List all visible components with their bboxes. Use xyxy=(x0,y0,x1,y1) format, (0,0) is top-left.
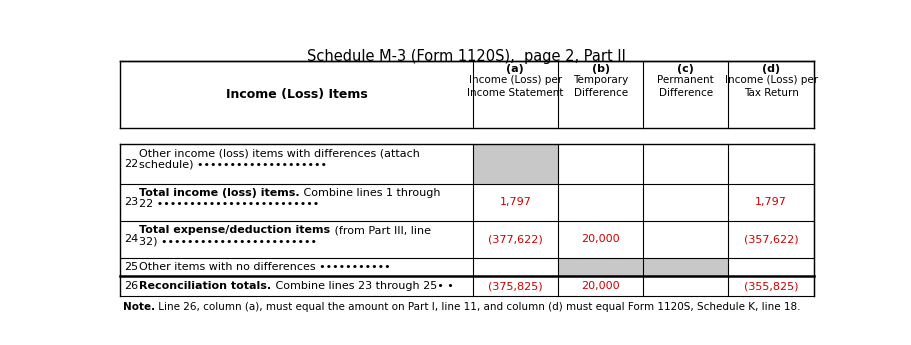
Text: Other items with no differences •••••••••••: Other items with no differences ••••••••… xyxy=(139,262,391,272)
Text: Combine lines 1 through: Combine lines 1 through xyxy=(300,188,441,198)
Text: (c): (c) xyxy=(678,65,694,75)
Text: 22 •••••••••••••••••••••••••: 22 ••••••••••••••••••••••••• xyxy=(139,199,320,209)
Text: Other income (loss) items with differences (attach: Other income (loss) items with differenc… xyxy=(139,148,420,158)
Text: (a): (a) xyxy=(507,65,524,75)
Text: Income (Loss) per
Tax Return: Income (Loss) per Tax Return xyxy=(724,75,818,98)
Text: 20,000: 20,000 xyxy=(581,234,619,244)
Text: Schedule M-3 (Form 1120S),  page 2, Part II: Schedule M-3 (Form 1120S), page 2, Part … xyxy=(307,49,627,64)
Bar xyxy=(558,258,643,276)
Text: Income (Loss) per
Income Statement: Income (Loss) per Income Statement xyxy=(467,75,564,98)
Text: Reconciliation totals.: Reconciliation totals. xyxy=(139,281,271,291)
Text: Temporary
Difference: Temporary Difference xyxy=(573,75,629,98)
Text: (377,622): (377,622) xyxy=(488,234,543,244)
Text: 20,000: 20,000 xyxy=(581,281,619,291)
Text: 1,797: 1,797 xyxy=(755,197,787,207)
Text: Permanent
Difference: Permanent Difference xyxy=(658,75,714,98)
Text: 1,797: 1,797 xyxy=(499,197,531,207)
Text: 26: 26 xyxy=(124,281,138,291)
Text: 24: 24 xyxy=(124,234,138,244)
Text: (from Part III, line: (from Part III, line xyxy=(331,225,431,235)
Text: 23: 23 xyxy=(124,197,138,207)
Text: 32) ••••••••••••••••••••••••: 32) •••••••••••••••••••••••• xyxy=(139,236,317,246)
Text: 25: 25 xyxy=(124,262,138,272)
Bar xyxy=(643,258,729,276)
Text: Income (Loss) Items: Income (Loss) Items xyxy=(226,88,367,101)
Text: (355,825): (355,825) xyxy=(743,281,798,291)
Text: 22: 22 xyxy=(124,159,138,169)
Text: Total income (loss) items.: Total income (loss) items. xyxy=(139,188,300,198)
Text: schedule) ••••••••••••••••••••: schedule) •••••••••••••••••••• xyxy=(139,159,327,169)
Text: (375,825): (375,825) xyxy=(488,281,543,291)
Text: Total expense/deduction items: Total expense/deduction items xyxy=(139,225,331,235)
Text: (b): (b) xyxy=(591,65,609,75)
Text: Combine lines 23 through 25• •: Combine lines 23 through 25• • xyxy=(271,281,454,291)
Text: Line 26, column (a), must equal the amount on Part I, line 11, and column (d) mu: Line 26, column (a), must equal the amou… xyxy=(155,303,801,313)
Bar xyxy=(473,144,558,184)
Text: (357,622): (357,622) xyxy=(743,234,798,244)
Text: (d): (d) xyxy=(762,65,780,75)
Text: Note.: Note. xyxy=(123,303,155,313)
